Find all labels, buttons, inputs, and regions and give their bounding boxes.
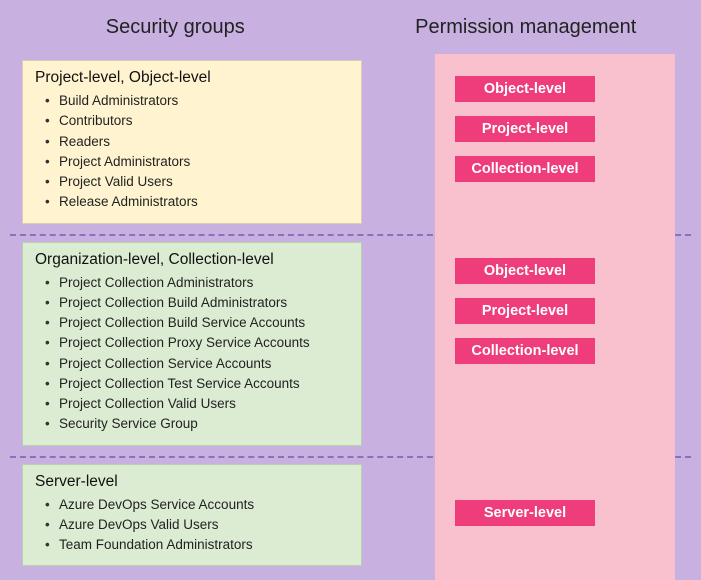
permission-badge: Collection-level <box>455 156 595 182</box>
permission-stack: Object-level Project-level Collection-leve… <box>400 258 650 364</box>
security-group-card: Server-level Azure DevOps Service Account… <box>22 464 362 567</box>
list-item: Team Foundation Administrators <box>45 535 349 555</box>
list-item: Project Collection Service Accounts <box>45 354 349 374</box>
list-item: Project Valid Users <box>45 172 349 192</box>
header-security-groups: Security groups <box>0 16 351 39</box>
card-list: Build AdministratorsContributorsReadersP… <box>35 91 349 213</box>
header-row: Security groups Permission management <box>0 0 701 54</box>
list-item: Release Administrators <box>45 192 349 212</box>
card-list: Project Collection AdministratorsProject… <box>35 273 349 435</box>
list-item: Security Service Group <box>45 414 349 434</box>
permission-badge: Project-level <box>455 298 595 324</box>
permission-badge: Object-level <box>455 76 595 102</box>
permission-badge: Collection-level <box>455 338 595 364</box>
list-item: Azure DevOps Service Accounts <box>45 495 349 515</box>
list-item: Project Collection Valid Users <box>45 394 349 414</box>
card-title: Organization-level, Collection-level <box>35 251 349 269</box>
permission-badge: Project-level <box>455 116 595 142</box>
list-item: Build Administrators <box>45 91 349 111</box>
permission-stack: Object-level Project-level Collection-leve… <box>400 76 650 182</box>
list-item: Contributors <box>45 111 349 131</box>
header-permission-management: Permission management <box>351 16 701 39</box>
card-title: Server-level <box>35 473 349 491</box>
security-group-card: Organization-level, Collection-level Proj… <box>22 242 362 446</box>
list-item: Readers <box>45 132 349 152</box>
card-title: Project-level, Object-level <box>35 69 349 87</box>
permission-badge: Server-level <box>455 500 595 526</box>
list-item: Project Administrators <box>45 152 349 172</box>
list-item: Project Collection Test Service Accounts <box>45 374 349 394</box>
list-item: Project Collection Administrators <box>45 273 349 293</box>
list-item: Project Collection Build Administrators <box>45 293 349 313</box>
security-group-card: Project-level, Object-level Build Adminis… <box>22 60 362 224</box>
list-item: Project Collection Build Service Account… <box>45 313 349 333</box>
list-item: Project Collection Proxy Service Account… <box>45 333 349 353</box>
permission-stack: Server-level <box>400 500 650 526</box>
permission-badge: Object-level <box>455 258 595 284</box>
card-list: Azure DevOps Service AccountsAzure DevOp… <box>35 495 349 556</box>
list-item: Azure DevOps Valid Users <box>45 515 349 535</box>
